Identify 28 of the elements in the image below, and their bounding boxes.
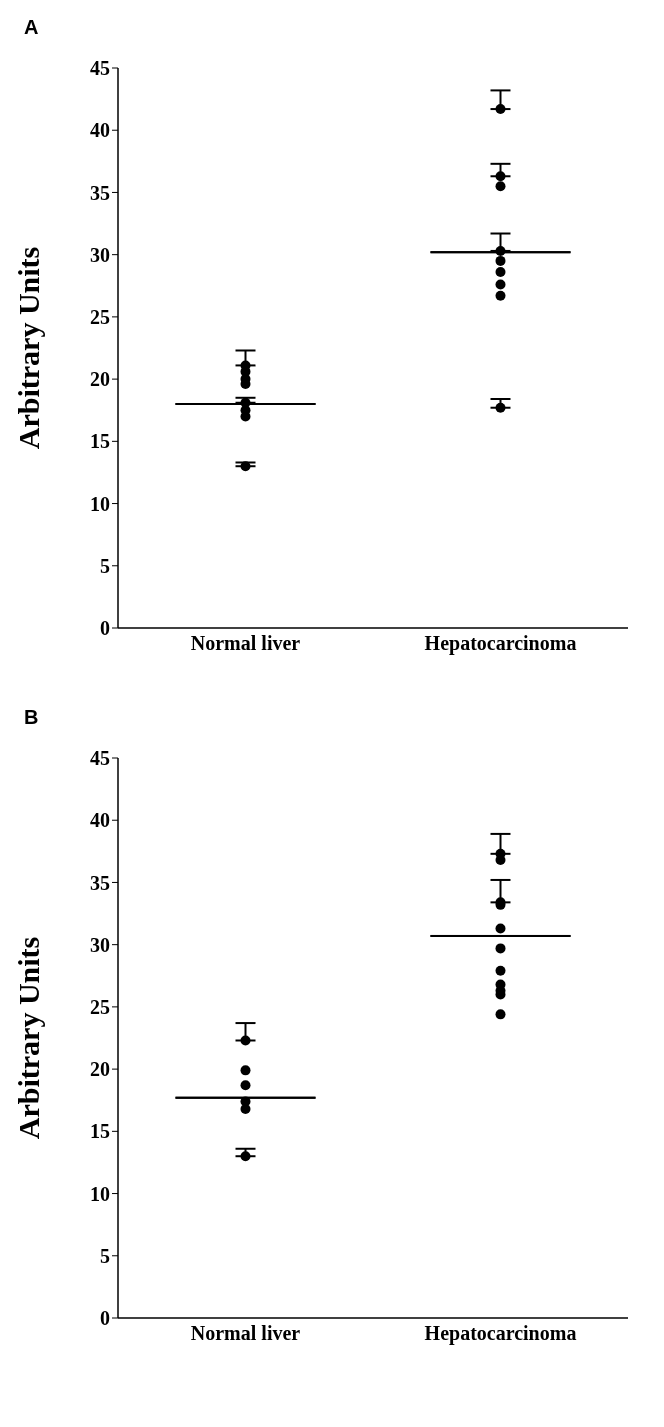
y-tick-label: 10	[90, 1182, 110, 1205]
x-tick-label: Normal liver	[190, 632, 301, 655]
chart-title: B	[24, 706, 39, 729]
y-tick-label: 20	[90, 1058, 110, 1081]
y-tick-label: 20	[90, 368, 110, 391]
y-tick-label: 40	[90, 809, 110, 832]
y-tick-label: 0	[100, 617, 110, 640]
y-axis-title: Arbitrary Units	[11, 936, 45, 1140]
y-tick-label: 40	[90, 119, 110, 142]
y-tick-label: 5	[100, 1244, 110, 1267]
y-tick-label: 5	[100, 554, 110, 577]
y-tick-label: 25	[90, 305, 110, 328]
x-tick-label: Hepatocarcinoma	[424, 632, 577, 656]
x-tick-label: Hepatocarcinoma	[424, 1322, 577, 1346]
y-tick-label: 35	[90, 871, 110, 894]
y-tick-label: 45	[90, 57, 110, 80]
y-tick-label: 0	[100, 1307, 110, 1330]
y-tick-label: 45	[90, 747, 110, 770]
y-tick-label: 30	[90, 243, 110, 266]
y-tick-label: 25	[90, 995, 110, 1018]
y-tick-label: 15	[90, 1120, 110, 1143]
y-tick-label: 10	[90, 492, 110, 515]
chart-title: A	[24, 16, 39, 39]
y-tick-label: 35	[90, 181, 110, 204]
y-tick-label: 15	[90, 430, 110, 453]
y-tick-label: 30	[90, 933, 110, 956]
x-tick-label: Normal liver	[190, 1322, 301, 1345]
y-axis-title: Arbitrary Units	[11, 246, 45, 450]
